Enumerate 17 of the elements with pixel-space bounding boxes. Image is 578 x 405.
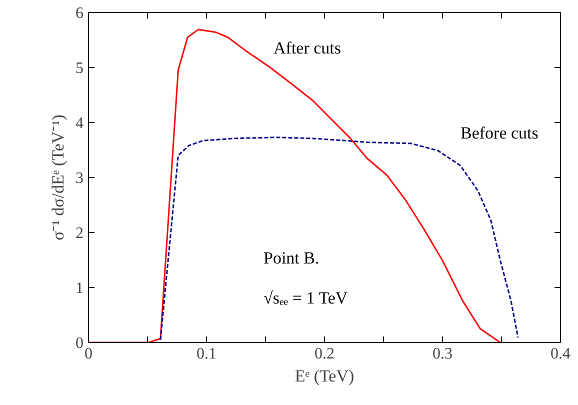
y-tick-label: 2 [76, 225, 84, 242]
series-label: Before cuts [460, 124, 538, 142]
y-tick-label: 1 [76, 280, 84, 297]
series-label: After cuts [274, 38, 342, 58]
y-tick-label: 6 [76, 5, 84, 22]
x-tick-label: 0.3 [432, 346, 452, 362]
x-axis-title: Eᵉ (TeV) [294, 366, 354, 386]
y-tick-label: 5 [76, 60, 84, 77]
y-tick-label: 4 [76, 115, 84, 132]
x-tick-label: 0.1 [196, 346, 216, 362]
y-tick-label: 3 [76, 170, 84, 187]
x-tick-label: 0.4 [550, 346, 570, 362]
annotation: √sₑₑ = 1 TeV [264, 288, 348, 308]
x-tick-label: 0.2 [314, 346, 334, 362]
y-tick-label: 0 [76, 335, 84, 352]
annotation: Point B. [264, 248, 320, 268]
y-axis-title: σ⁻¹ dσ/dEᵉ (TeV⁻¹) [48, 114, 68, 240]
